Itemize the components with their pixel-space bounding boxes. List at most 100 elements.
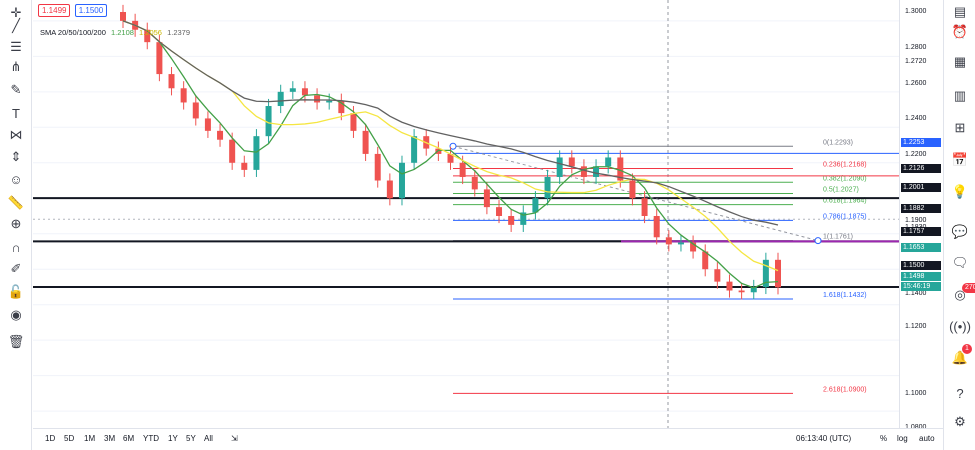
emoji-icon[interactable]: ☺ [9,171,23,187]
candle-body [362,130,369,154]
brush-icon[interactable]: ✎ [10,82,22,97]
price-scale[interactable]: 1.3000 1.2800 1.2720 1.2600 1.2400 1.220… [899,0,943,431]
candle-body [702,251,709,270]
trash-icon[interactable]: 🗑 [7,334,25,349]
price-tag: 1.2253 [901,138,941,147]
buy-price-button[interactable]: 1.1500 [74,4,108,17]
candle-body [120,12,126,21]
indicator-label: SMA 20/50/100/200 [40,28,106,37]
horizontal-lines-icon[interactable]: ☰ [10,39,22,54]
settings-sliders-icon[interactable]: ⚙ [954,414,966,429]
price-tick: 1.2200 [905,151,927,158]
price-chart[interactable]: 0(1.2293) 0.236(1.2168) 0.382(1.2090) 0.5(1… [33,0,899,428]
bar-countdown-tag: 15:46:19 [901,282,941,291]
price-tick: 1.3000 [905,8,927,15]
candle-body [314,95,321,103]
price-tick: 1.1900 [905,217,927,224]
price-tag: 1.1653 [901,243,941,252]
candle-body [677,242,684,245]
price-tick: 1.2600 [905,80,927,87]
candle-body [277,91,284,107]
price-tick: 1.2720 [905,58,927,65]
indicator-legend[interactable]: SMA 20/50/100/200 1.2108 1.2056 1.2379 [40,28,193,37]
pitchfork-icon[interactable]: ⋔ [10,59,22,74]
chart-pane[interactable]: 0(1.2293) 0.236(1.2168) 0.382(1.2090) 0.5(1… [33,0,899,428]
price-tick: 1.1200 [905,323,927,330]
candle-body [168,74,175,89]
ideas-icon[interactable]: ◎ [954,287,966,302]
candle-body [156,42,163,75]
calendar-icon[interactable]: 📅 [951,152,969,167]
price-tick: 1.2400 [905,115,927,122]
trendline-icon[interactable]: ╱ [12,18,20,33]
broadcast-icon[interactable]: ((•)) [949,318,971,334]
ruler-icon[interactable]: 📏 [7,195,25,210]
trendline-anchor [449,142,457,150]
candle-body [217,130,224,140]
candle-body [204,118,211,131]
candle-body [398,162,405,199]
lock-drawings-icon[interactable]: ✐ [10,261,22,276]
range-3m-button[interactable]: 3M [104,434,116,443]
ideas-badge: 270 [962,283,975,293]
chat-icon[interactable]: 💬 [951,224,969,239]
date-range-icon[interactable]: ⇲ [231,434,238,443]
candle-body [714,269,721,282]
help-icon[interactable]: ? [956,385,964,401]
log-toggle[interactable]: log [897,434,908,443]
magnet-icon[interactable]: ∩ [11,239,21,255]
news-icon[interactable]: ▥ [953,88,967,103]
candle-body [229,139,236,163]
range-6m-button[interactable]: 6M [123,434,135,443]
range-1m-button[interactable]: 1M [84,434,96,443]
trendline [452,145,819,242]
messages-icon[interactable]: 🗨 [951,255,969,270]
sma-20-line [122,20,779,289]
trendline-anchor [814,237,822,245]
range-5y-button[interactable]: 5Y [186,434,196,443]
candle-body [253,136,260,170]
range-all-button[interactable]: All [204,434,213,443]
zoom-in-icon[interactable]: ⊕ [10,216,22,231]
fib-level-label: 0.236(1.2168) [823,161,867,168]
price-tick: 1.1400 [905,290,927,297]
candle-body [289,88,296,92]
sma-value-1: 1.2108 [110,28,134,37]
percent-toggle[interactable]: % [880,434,888,443]
clock-alert-icon[interactable]: ⏰ [951,24,969,39]
range-ytd-button[interactable]: YTD [143,434,159,443]
bulb-icon[interactable]: 💡 [951,184,969,199]
candle-body [544,176,551,199]
lock-icon[interactable]: 🔓 [7,284,25,299]
utc-clock[interactable]: 06:13:40 (UTC) [796,434,852,443]
sell-price-button[interactable]: 1.1499 [38,4,71,17]
range-1y-button[interactable]: 1Y [168,434,178,443]
watchlist-icon[interactable]: ▤ [953,4,967,19]
measure-icon[interactable]: ⇕ [10,149,22,164]
candle-body [580,166,587,177]
candle-body [144,29,151,43]
price-tag: 1.2126 [901,164,941,173]
range-5d-button[interactable]: 5D [64,434,75,443]
data-window-icon[interactable]: ▦ [953,54,967,69]
price-tag: 1.1882 [901,204,941,213]
candle-body [496,207,503,216]
auto-toggle[interactable]: auto [919,434,935,443]
text-icon[interactable]: T [12,105,20,121]
price-tick: 1.0800 [905,424,926,431]
crosshair-icon[interactable]: ✛ [10,5,22,20]
candle-body [459,162,466,177]
fib-level-label: 0(1.2293) [823,139,853,146]
eye-icon[interactable]: ◉ [10,307,22,322]
candle-body [520,212,527,225]
price-tag: 1.1757 [901,227,941,236]
pattern-icon[interactable]: ⋈ [9,127,23,142]
hotlist-icon[interactable]: ⊞ [954,120,966,135]
alerts-bell-icon[interactable]: 🔔 [951,350,969,365]
candle-body [532,198,539,213]
fib-level-label: 0.618(1.1964) [823,198,867,205]
price-tag: 1.2001 [901,183,941,192]
sma-value-2: 1.2056 [139,28,162,37]
candle-body [762,259,769,287]
range-1d-button[interactable]: 1D [45,434,56,443]
